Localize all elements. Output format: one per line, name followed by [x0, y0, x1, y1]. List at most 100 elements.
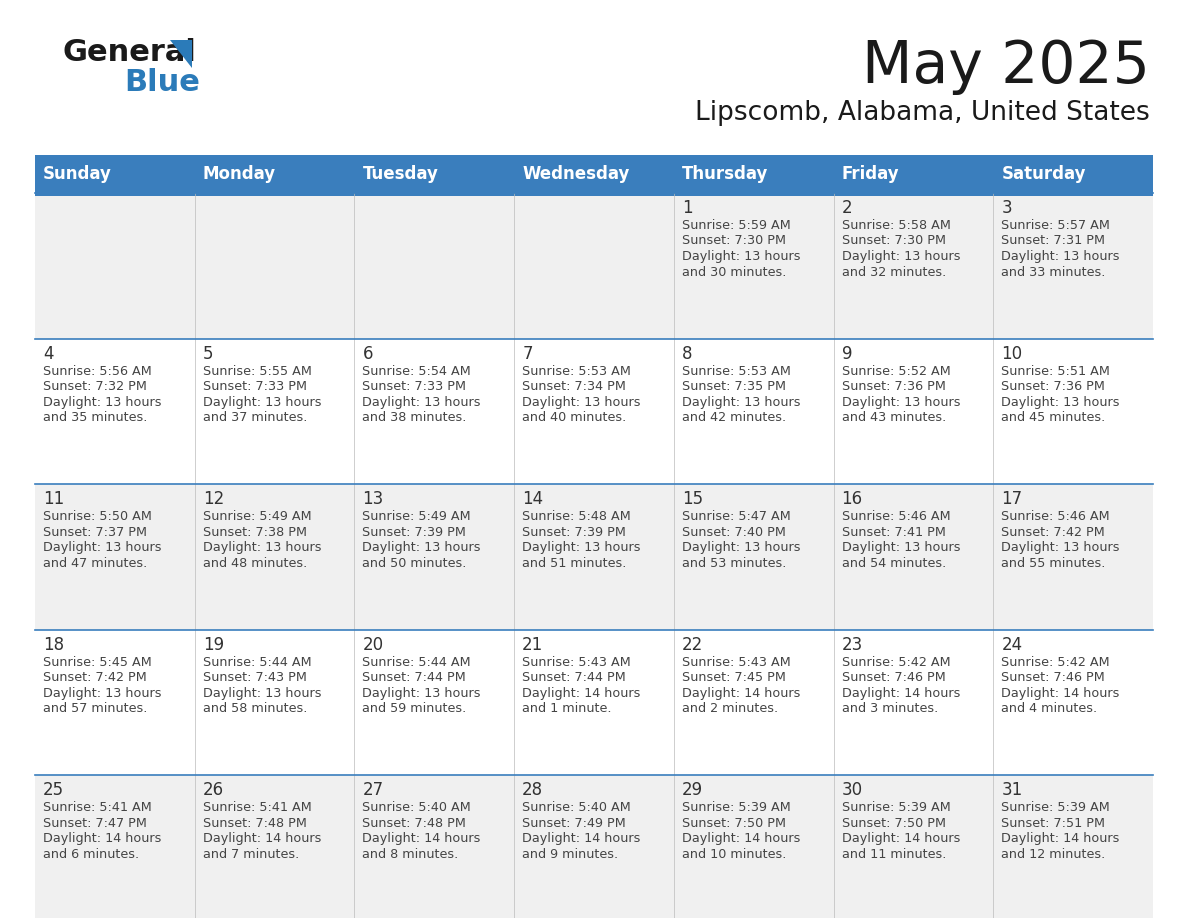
Text: Sunrise: 5:53 AM: Sunrise: 5:53 AM: [523, 364, 631, 377]
Text: and 6 minutes.: and 6 minutes.: [43, 848, 139, 861]
Text: 24: 24: [1001, 636, 1023, 654]
Text: 26: 26: [203, 781, 223, 800]
Text: 5: 5: [203, 344, 213, 363]
Bar: [34, 484, 1154, 630]
Text: Sunset: 7:35 PM: Sunset: 7:35 PM: [682, 380, 785, 393]
Text: Daylight: 13 hours: Daylight: 13 hours: [841, 250, 960, 263]
Text: and 43 minutes.: and 43 minutes.: [841, 411, 946, 424]
Text: Sunrise: 5:46 AM: Sunrise: 5:46 AM: [841, 510, 950, 523]
Text: Daylight: 14 hours: Daylight: 14 hours: [523, 687, 640, 700]
Text: 17: 17: [1001, 490, 1023, 509]
Text: Friday: Friday: [841, 165, 899, 183]
Text: 1: 1: [682, 199, 693, 217]
Text: Sunrise: 5:43 AM: Sunrise: 5:43 AM: [682, 655, 790, 669]
Text: Daylight: 13 hours: Daylight: 13 hours: [362, 687, 481, 700]
Text: Sunset: 7:39 PM: Sunset: 7:39 PM: [523, 526, 626, 539]
Text: Thursday: Thursday: [682, 165, 769, 183]
Text: Sunset: 7:40 PM: Sunset: 7:40 PM: [682, 526, 785, 539]
Text: 7: 7: [523, 344, 532, 363]
Text: 6: 6: [362, 344, 373, 363]
Text: Daylight: 14 hours: Daylight: 14 hours: [1001, 833, 1119, 845]
Text: 21: 21: [523, 636, 543, 654]
Text: Monday: Monday: [203, 165, 276, 183]
Text: 2: 2: [841, 199, 852, 217]
Text: Daylight: 14 hours: Daylight: 14 hours: [682, 687, 801, 700]
Text: and 12 minutes.: and 12 minutes.: [1001, 848, 1106, 861]
Text: Sunrise: 5:48 AM: Sunrise: 5:48 AM: [523, 510, 631, 523]
Text: and 37 minutes.: and 37 minutes.: [203, 411, 307, 424]
Text: 12: 12: [203, 490, 225, 509]
Bar: [34, 155, 195, 193]
Text: Sunrise: 5:49 AM: Sunrise: 5:49 AM: [362, 510, 472, 523]
Text: Sunrise: 5:39 AM: Sunrise: 5:39 AM: [682, 801, 790, 814]
Text: Sunrise: 5:43 AM: Sunrise: 5:43 AM: [523, 655, 631, 669]
Text: 31: 31: [1001, 781, 1023, 800]
Text: 27: 27: [362, 781, 384, 800]
Text: Sunset: 7:43 PM: Sunset: 7:43 PM: [203, 671, 307, 684]
Text: and 1 minute.: and 1 minute.: [523, 702, 612, 715]
Text: and 9 minutes.: and 9 minutes.: [523, 848, 618, 861]
Text: Sunrise: 5:57 AM: Sunrise: 5:57 AM: [1001, 219, 1110, 232]
Text: 13: 13: [362, 490, 384, 509]
Text: 4: 4: [43, 344, 53, 363]
Text: Daylight: 13 hours: Daylight: 13 hours: [203, 687, 321, 700]
Text: 23: 23: [841, 636, 862, 654]
Text: Sunset: 7:37 PM: Sunset: 7:37 PM: [43, 526, 147, 539]
Bar: [34, 339, 1154, 484]
Text: Daylight: 13 hours: Daylight: 13 hours: [203, 396, 321, 409]
Text: Sunrise: 5:54 AM: Sunrise: 5:54 AM: [362, 364, 472, 377]
Text: and 30 minutes.: and 30 minutes.: [682, 265, 786, 278]
Text: Sunset: 7:32 PM: Sunset: 7:32 PM: [43, 380, 147, 393]
Text: Sunset: 7:34 PM: Sunset: 7:34 PM: [523, 380, 626, 393]
Text: General: General: [62, 38, 196, 67]
Text: 9: 9: [841, 344, 852, 363]
Text: 19: 19: [203, 636, 223, 654]
Text: Daylight: 14 hours: Daylight: 14 hours: [523, 833, 640, 845]
Text: and 45 minutes.: and 45 minutes.: [1001, 411, 1106, 424]
Text: Sunset: 7:39 PM: Sunset: 7:39 PM: [362, 526, 467, 539]
Text: and 11 minutes.: and 11 minutes.: [841, 848, 946, 861]
Text: Sunset: 7:44 PM: Sunset: 7:44 PM: [362, 671, 466, 684]
Text: and 54 minutes.: and 54 minutes.: [841, 556, 946, 570]
Text: Sunset: 7:41 PM: Sunset: 7:41 PM: [841, 526, 946, 539]
Text: Daylight: 13 hours: Daylight: 13 hours: [682, 542, 801, 554]
Text: Sunrise: 5:47 AM: Sunrise: 5:47 AM: [682, 510, 790, 523]
Text: and 10 minutes.: and 10 minutes.: [682, 848, 786, 861]
Text: Tuesday: Tuesday: [362, 165, 438, 183]
Text: Saturday: Saturday: [1001, 165, 1086, 183]
Bar: [34, 193, 1154, 196]
Text: Sunrise: 5:40 AM: Sunrise: 5:40 AM: [523, 801, 631, 814]
Text: and 7 minutes.: and 7 minutes.: [203, 848, 299, 861]
Text: Sunset: 7:42 PM: Sunset: 7:42 PM: [43, 671, 147, 684]
Text: Sunset: 7:47 PM: Sunset: 7:47 PM: [43, 817, 147, 830]
Text: Sunrise: 5:41 AM: Sunrise: 5:41 AM: [203, 801, 311, 814]
Text: Sunset: 7:49 PM: Sunset: 7:49 PM: [523, 817, 626, 830]
Text: Sunset: 7:51 PM: Sunset: 7:51 PM: [1001, 817, 1105, 830]
Text: Daylight: 14 hours: Daylight: 14 hours: [203, 833, 321, 845]
Text: and 51 minutes.: and 51 minutes.: [523, 556, 626, 570]
Text: Lipscomb, Alabama, United States: Lipscomb, Alabama, United States: [695, 100, 1150, 126]
Polygon shape: [170, 40, 192, 68]
Text: Sunrise: 5:53 AM: Sunrise: 5:53 AM: [682, 364, 791, 377]
Text: 8: 8: [682, 344, 693, 363]
Text: Daylight: 14 hours: Daylight: 14 hours: [682, 833, 801, 845]
Text: 11: 11: [43, 490, 64, 509]
Text: and 2 minutes.: and 2 minutes.: [682, 702, 778, 715]
Text: Sunset: 7:30 PM: Sunset: 7:30 PM: [682, 234, 785, 248]
Text: Sunrise: 5:55 AM: Sunrise: 5:55 AM: [203, 364, 311, 377]
Text: and 40 minutes.: and 40 minutes.: [523, 411, 626, 424]
Text: Sunrise: 5:39 AM: Sunrise: 5:39 AM: [1001, 801, 1110, 814]
Text: Sunrise: 5:42 AM: Sunrise: 5:42 AM: [1001, 655, 1110, 669]
Text: Sunrise: 5:44 AM: Sunrise: 5:44 AM: [203, 655, 311, 669]
Text: 25: 25: [43, 781, 64, 800]
Text: Sunset: 7:30 PM: Sunset: 7:30 PM: [841, 234, 946, 248]
Text: Daylight: 13 hours: Daylight: 13 hours: [841, 542, 960, 554]
Text: Daylight: 14 hours: Daylight: 14 hours: [362, 833, 481, 845]
Text: Sunset: 7:42 PM: Sunset: 7:42 PM: [1001, 526, 1105, 539]
Text: Daylight: 13 hours: Daylight: 13 hours: [523, 396, 640, 409]
Text: Sunrise: 5:42 AM: Sunrise: 5:42 AM: [841, 655, 950, 669]
Text: Sunset: 7:33 PM: Sunset: 7:33 PM: [362, 380, 467, 393]
Text: Sunrise: 5:59 AM: Sunrise: 5:59 AM: [682, 219, 790, 232]
Text: Daylight: 14 hours: Daylight: 14 hours: [1001, 687, 1119, 700]
Text: and 35 minutes.: and 35 minutes.: [43, 411, 147, 424]
